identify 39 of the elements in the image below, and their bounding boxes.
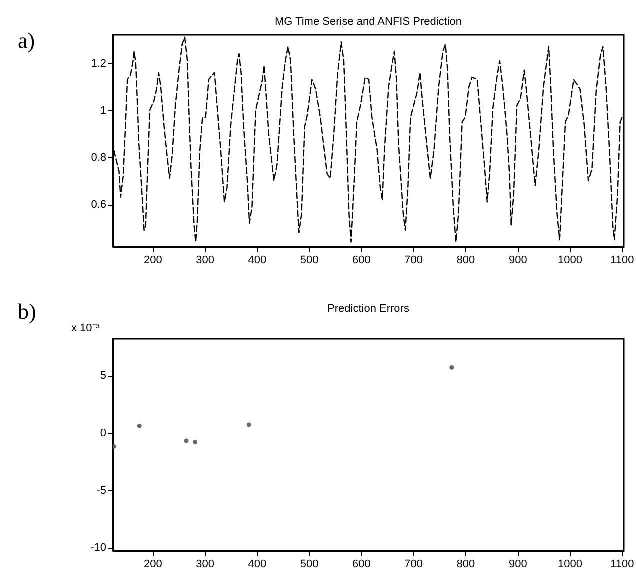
x-tick-label: 700 — [404, 558, 424, 570]
point — [184, 438, 189, 444]
text: b) — [18, 299, 36, 325]
x-tick-label: 300 — [196, 254, 214, 266]
x-tick-label: 400 — [248, 254, 267, 266]
x-tick-label: 300 — [196, 558, 214, 570]
y-axis-title: x 10⁻³ — [72, 322, 100, 334]
x-tick-label: 700 — [404, 254, 424, 266]
chart-title: Prediction Errors — [328, 303, 410, 315]
y-tick-label: -10 — [90, 542, 106, 554]
x-tick-label: 1100 — [610, 254, 634, 266]
point — [113, 444, 116, 449]
x-tick-label: 900 — [508, 254, 528, 266]
x-tick-label: 600 — [352, 558, 371, 570]
x-tick-label: 500 — [300, 254, 319, 266]
point — [450, 365, 454, 370]
x-tick-label: 600 — [352, 254, 371, 266]
x-tick-label: 1100 — [610, 558, 634, 570]
point — [246, 422, 252, 428]
point — [193, 440, 198, 444]
chart-title: MG Time Serise and ANFIS Prediction — [274, 16, 462, 28]
y-tick-label: 0.8 — [91, 152, 106, 164]
y-tick-label: 5 — [100, 370, 106, 382]
x-tick-label: 900 — [508, 558, 528, 570]
point — [137, 424, 142, 428]
x-tick-label: 200 — [144, 558, 162, 570]
y-tick-label: 1.2 — [91, 58, 106, 70]
y-tick-label: 0 — [100, 427, 106, 440]
x-tick-label: 800 — [456, 254, 476, 266]
text: a) — [18, 28, 36, 54]
x-tick-label: 800 — [456, 558, 476, 570]
x-tick-label: 200 — [144, 254, 162, 266]
x-tick-label: 400 — [248, 558, 267, 570]
y-tick-label: 0.6 — [91, 199, 106, 212]
x-tick-label: 1000 — [558, 558, 583, 570]
x-tick-label: 500 — [300, 558, 319, 570]
y-tick-label: 1 — [100, 104, 106, 117]
y-tick-label: -5 — [96, 484, 106, 497]
x-tick-label: 1000 — [558, 254, 583, 266]
